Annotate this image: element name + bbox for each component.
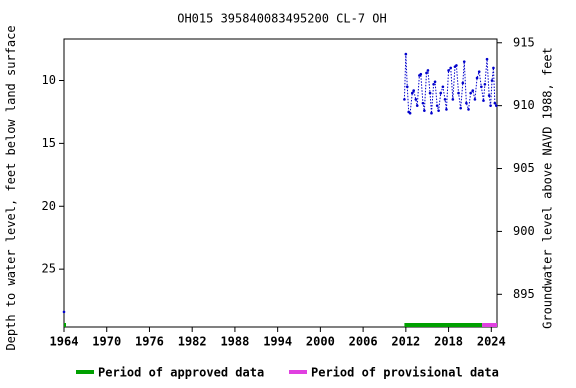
- data-point: [445, 108, 448, 111]
- data-point: [412, 89, 415, 92]
- data-line: [403, 54, 497, 115]
- plot-frame: [63, 38, 498, 328]
- y2-tick-label: 905: [513, 161, 535, 175]
- data-point: [471, 89, 475, 92]
- data-point: [432, 82, 435, 86]
- x-tick-label: 2012: [391, 335, 420, 349]
- period-bar: [64, 323, 66, 327]
- y-tick-label: 20: [42, 199, 56, 213]
- data-point: [455, 64, 458, 67]
- data-point: [435, 104, 439, 107]
- data-point: [457, 91, 460, 95]
- data-point: [487, 94, 491, 97]
- data-point: [462, 60, 466, 63]
- x-tick-label: 1964: [50, 335, 79, 349]
- x-tick-label: 1994: [263, 335, 292, 349]
- data-point: [482, 99, 485, 102]
- data-point: [490, 79, 494, 82]
- y-tick-label: 15: [42, 136, 56, 150]
- y-tick-label: 10: [42, 73, 56, 87]
- legend-label: Period of approved data: [98, 366, 264, 380]
- data-point: [423, 109, 426, 112]
- legend-swatch: [76, 370, 94, 374]
- y2-tick-label: 895: [513, 287, 535, 301]
- data-point: [441, 85, 445, 89]
- data-point: [459, 106, 462, 110]
- data-point: [408, 111, 412, 115]
- data-point: [425, 71, 428, 75]
- data-point: [410, 91, 414, 95]
- x-tick-label: 2024: [477, 335, 506, 349]
- data-point: [469, 91, 472, 95]
- x-tick-label: 2006: [349, 335, 378, 349]
- data-point: [494, 104, 498, 107]
- data-point: [404, 52, 408, 56]
- data-point: [443, 98, 447, 101]
- data-point: [426, 69, 430, 72]
- period-bar: [404, 323, 483, 327]
- data-point: [447, 69, 450, 72]
- legend-swatch: [289, 370, 307, 374]
- data-point: [473, 98, 477, 101]
- y-tick-label: 25: [42, 262, 56, 276]
- y2-tick-label: 915: [513, 35, 535, 49]
- data-point: [485, 57, 489, 61]
- data-point: [405, 85, 409, 89]
- x-tick-label: 1982: [178, 335, 207, 349]
- data-point: [489, 104, 492, 107]
- data-point: [439, 91, 443, 95]
- y-axis-label-text: Depth to water level, feet below land su…: [3, 25, 17, 350]
- data-point: [475, 76, 479, 80]
- data-point: [492, 66, 495, 70]
- x-tick-label: 2018: [434, 335, 463, 349]
- data-point: [451, 98, 455, 101]
- data-point: [433, 80, 437, 84]
- data-point: [415, 104, 419, 107]
- data-point: [430, 111, 433, 115]
- data-point: [461, 81, 465, 85]
- data-point: [465, 101, 468, 105]
- data-point: [437, 109, 440, 112]
- y2-axis-label: Groundwater level above NAVD 1988, feet: [541, 47, 555, 329]
- chart-title: OH015 395840083495200 CL-7 OH: [177, 12, 387, 26]
- data-point: [483, 82, 487, 86]
- x-tick-label: 1988: [220, 335, 249, 349]
- legend-label: Period of provisional data: [311, 366, 499, 380]
- data-point: [449, 66, 453, 70]
- data-point: [403, 98, 406, 101]
- period-bar: [482, 323, 497, 327]
- y-axis-label: Depth to water level, feet below land su…: [3, 25, 17, 350]
- data-point: [428, 91, 432, 95]
- data-point: [421, 101, 425, 105]
- data-point: [480, 85, 483, 89]
- data-point: [419, 72, 423, 76]
- x-tick-label: 1976: [135, 335, 164, 349]
- data-point: [467, 108, 470, 111]
- y2-tick-label: 910: [513, 98, 535, 112]
- y2-tick-label: 900: [513, 224, 535, 238]
- data-point: [414, 98, 418, 101]
- data-point: [62, 310, 66, 314]
- x-tick-label: 2000: [306, 335, 335, 349]
- x-tick-label: 1970: [92, 335, 121, 349]
- data-point: [493, 101, 497, 105]
- data-point: [477, 70, 481, 73]
